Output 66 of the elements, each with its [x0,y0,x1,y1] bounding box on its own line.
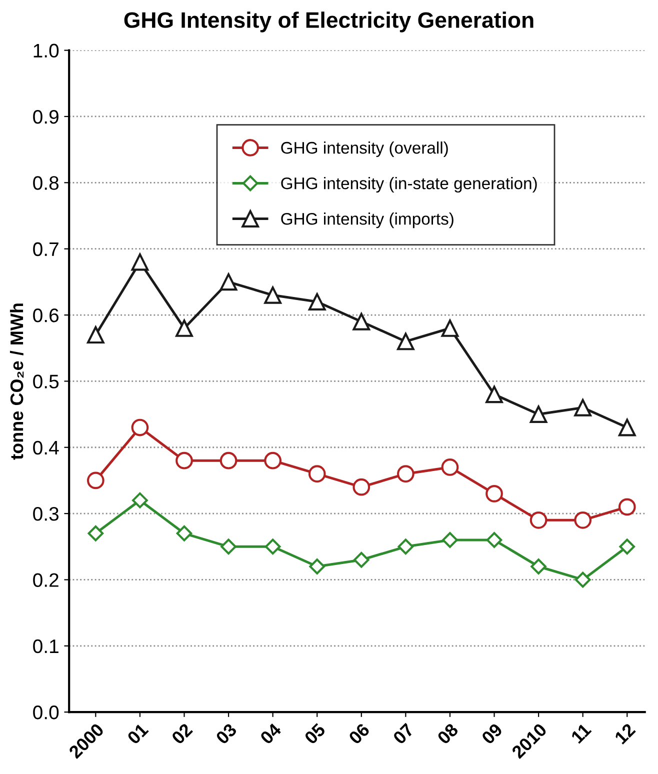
point [352,312,370,330]
point [131,253,149,271]
y-tick-label: 0.8 [33,176,59,190]
point [220,452,238,470]
point [176,525,192,542]
x-tick-label: 06 [348,722,370,745]
point [220,273,238,291]
x-tick-label: 08 [436,722,459,745]
point [397,332,414,350]
x-tick-label: 12 [614,722,636,744]
point [220,538,236,555]
point [574,572,591,588]
x-tick-label: 11 [570,722,592,744]
y-tick-label: 0.0 [33,706,59,720]
point [264,538,281,555]
point [618,498,636,516]
point [398,538,414,555]
point [618,418,636,436]
y-axis-title: tonne CO₂e / MWh [10,304,24,460]
point [441,320,459,337]
legend-label: GHG intensity (in-state generation) [281,177,537,193]
point [442,532,458,548]
legend-label: GHG intensity (overall) [281,141,448,158]
point [574,398,592,416]
point [530,406,548,423]
point [397,465,414,483]
point [264,286,282,304]
x-tick-label: 04 [259,722,282,745]
point [86,472,104,490]
x-tick-label: 05 [304,722,326,745]
x-tick-label: 09 [480,722,504,745]
point [486,386,503,404]
point [131,418,149,436]
point [264,452,282,470]
point [308,293,326,310]
point [352,478,370,496]
y-tick-label: 0.7 [33,242,58,256]
y-tick-label: 0.2 [33,573,58,587]
x-tick-label: 02 [170,722,194,745]
y-tick-label: 0.4 [33,440,59,455]
y-tick-label: 0.5 [33,374,59,388]
y-tick-label: 0.6 [33,308,59,322]
point [530,511,548,529]
point [309,558,326,574]
point [353,552,370,568]
point [86,326,104,344]
point [441,458,459,476]
y-tick-label: 1.0 [34,44,59,58]
point [530,558,546,574]
x-tick-label: 07 [392,722,414,745]
chart-title: GHG Intensity of Electricity Generation [124,12,534,32]
point [308,465,326,483]
point [574,511,592,529]
x-tick-label: 01 [126,722,149,745]
legend-label: GHG intensity (imports) [281,212,454,228]
y-tick-label: 0.9 [33,110,58,124]
point [176,320,193,337]
x-tick-label: 03 [215,722,238,745]
point [619,538,636,555]
point [486,485,503,502]
point [132,492,148,508]
y-tick-label: 0.3 [33,507,59,521]
y-tick-label: 0.1 [33,639,58,654]
point [88,525,104,542]
point [486,532,502,548]
point [176,452,193,470]
